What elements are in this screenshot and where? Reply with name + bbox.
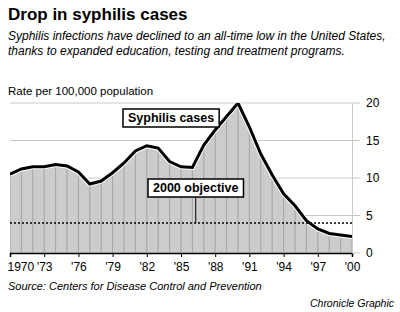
year-line: [272, 175, 273, 253]
y-tick: 20: [352, 96, 380, 110]
x-tick: 1970: [8, 253, 35, 274]
y-axis-label: Rate per 100,000 population: [8, 85, 153, 97]
x-tick: '76: [71, 253, 87, 274]
year-line: [10, 174, 11, 253]
x-tick-label: '82: [139, 260, 155, 274]
year-line: [158, 148, 159, 253]
reference-line: [10, 222, 352, 224]
x-axis-line: [11, 254, 353, 258]
x-axis: 1970'73 '76 '79 '82 '85 '88 '91 '94 '97 '00: [8, 253, 361, 274]
year-line: [21, 169, 22, 253]
reference-leader: [195, 197, 196, 223]
y-tick: 10: [352, 171, 380, 185]
y-tick: 5: [352, 209, 373, 223]
x-tick-label: '00: [345, 260, 361, 274]
x-tick-mark: [318, 253, 319, 257]
subtitle-line: Syphilis infections have declined to an …: [8, 29, 386, 43]
x-tick-mark: [249, 253, 250, 257]
reference-callout: 2000 objective: [148, 179, 243, 223]
year-line: [135, 151, 136, 253]
x-tick-mark: [181, 253, 182, 257]
reference-label: 2000 objective: [153, 181, 239, 195]
x-tick-mark: [78, 253, 79, 257]
series-callout: Syphilis cases: [123, 109, 219, 127]
year-line: [329, 234, 330, 254]
year-line: [249, 127, 250, 253]
year-line: [295, 206, 296, 253]
chart: Drop in syphilis cases Syphilis infection…: [0, 0, 400, 312]
y-axis-line: [352, 104, 353, 254]
x-tick-label: '73: [37, 260, 53, 274]
year-line: [146, 146, 147, 253]
reference-label-box: [148, 179, 243, 197]
x-tick-label: '91: [242, 260, 258, 274]
x-tick-mark: [147, 253, 148, 257]
year-line: [260, 154, 261, 253]
year-line: [306, 221, 307, 253]
year-line: [238, 103, 239, 253]
y-tick-label: 10: [366, 171, 380, 185]
credit: Chronicle Graphic: [310, 297, 395, 309]
year-line: [352, 237, 353, 254]
x-tick-label: '79: [105, 260, 121, 274]
year-line: [101, 181, 102, 253]
x-tick: '85: [174, 253, 190, 274]
y-tick-label: 15: [366, 134, 380, 148]
x-tick: '97: [310, 253, 326, 274]
x-tick-label: '94: [276, 260, 292, 274]
y-tick-label: 20: [366, 96, 380, 110]
x-tick-label: 1970: [8, 260, 35, 274]
line-outline: [10, 103, 352, 237]
x-tick: '88: [208, 253, 224, 274]
year-line: [67, 166, 68, 253]
x-tick: '82: [139, 253, 155, 274]
x-tick: '79: [105, 253, 121, 274]
y-tick: 15: [352, 134, 380, 148]
x-tick-label: '85: [174, 260, 190, 274]
grid-line: [10, 103, 360, 104]
year-line: [169, 162, 170, 254]
series-label-box: [123, 109, 219, 127]
x-tick-mark: [284, 253, 285, 257]
x-tick-mark: [44, 253, 45, 257]
x-tick-mark: [10, 253, 11, 257]
y-tick-label: 0: [366, 246, 373, 260]
plot-area: [10, 103, 352, 253]
subtitle-line: thanks to expanded education, testing an…: [8, 44, 345, 58]
y-axis: 0 5 10 15 20: [352, 96, 380, 260]
year-line: [55, 165, 56, 254]
grid-line: [10, 140, 360, 141]
area: [10, 103, 352, 253]
year-line: [32, 167, 33, 253]
subtitle: Syphilis infections have declined to an …: [8, 29, 386, 58]
year-line: [124, 163, 125, 253]
x-tick: '91: [242, 253, 258, 274]
title: Drop in syphilis cases: [8, 5, 188, 24]
year-line: [89, 184, 90, 253]
x-tick: '00: [345, 253, 361, 274]
year-line: [44, 167, 45, 253]
grid: [10, 103, 360, 253]
x-tick-label: '76: [71, 260, 87, 274]
x-tick-mark: [352, 253, 353, 257]
year-line: [340, 235, 341, 253]
y-tick: 0: [352, 246, 373, 260]
x-tick: '73: [37, 253, 53, 274]
line: [10, 103, 352, 237]
year-line: [112, 173, 113, 253]
series-label: Syphilis cases: [128, 111, 214, 125]
x-tick-mark: [113, 253, 114, 257]
year-line: [78, 172, 79, 253]
source: Source: Centers for Disease Control and …: [8, 280, 262, 292]
year-line: [317, 229, 318, 253]
x-tick: '94: [276, 253, 292, 274]
x-tick-label: '97: [310, 260, 326, 274]
x-tick-label: '88: [208, 260, 224, 274]
year-line: [203, 145, 204, 253]
x-tick-mark: [215, 253, 216, 257]
y-tick-label: 5: [366, 209, 373, 223]
